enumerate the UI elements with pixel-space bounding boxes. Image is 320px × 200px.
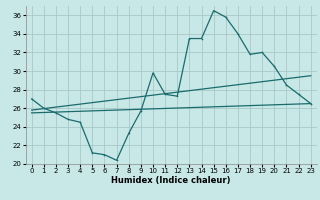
X-axis label: Humidex (Indice chaleur): Humidex (Indice chaleur) xyxy=(111,176,231,185)
